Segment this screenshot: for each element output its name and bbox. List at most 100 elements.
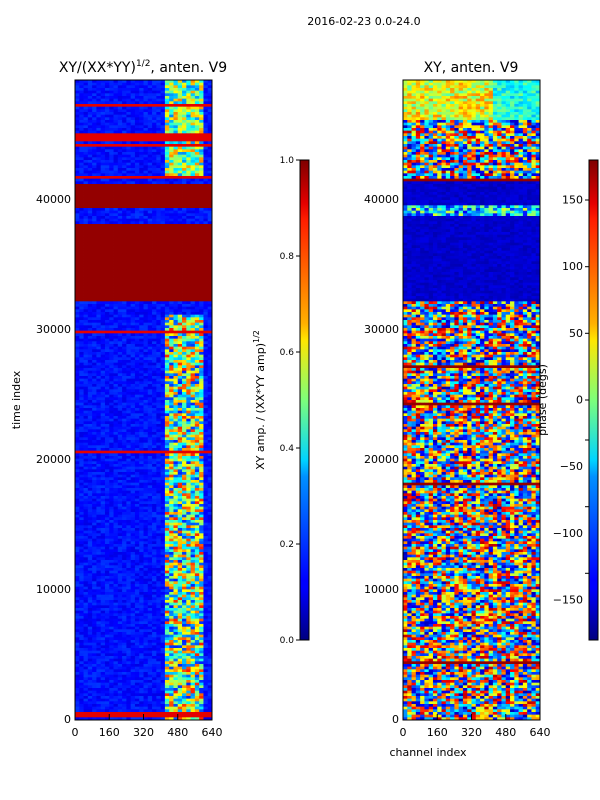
amplitude-heatmap-cell — [173, 333, 179, 337]
amplitude-heatmap-cell — [160, 109, 166, 113]
amplitude-heatmap-cell — [79, 125, 84, 129]
amplitude-heatmap-cell — [122, 469, 127, 473]
amplitude-heatmap-cell — [83, 245, 89, 249]
amplitude-heatmap-cell — [190, 306, 196, 310]
amplitude-heatmap-cell — [122, 258, 127, 262]
amplitude-heatmap-cell — [100, 264, 106, 268]
amplitude-heatmap-cell — [109, 488, 114, 492]
amplitude-heatmap-cell — [190, 237, 196, 241]
amplitude-heatmap-cell — [104, 320, 110, 324]
amplitude-heatmap-cell — [117, 394, 123, 398]
amplitude-heatmap-cell — [203, 421, 209, 425]
amplitude-heatmap-cell — [169, 365, 174, 369]
amplitude-heatmap-cell — [203, 424, 209, 428]
amplitude-heatmap-cell — [83, 464, 89, 468]
amplitude-heatmap-cell — [203, 93, 209, 97]
amplitude-heatmap-cell — [126, 469, 132, 473]
amplitude-heatmap-cell — [96, 493, 102, 497]
amplitude-heatmap-cell — [182, 389, 187, 393]
amplitude-heatmap-cell — [109, 168, 114, 172]
amplitude-heatmap-cell — [79, 250, 84, 254]
amplitude-heatmap-cell — [104, 226, 110, 230]
amplitude-heatmap-cell — [79, 242, 84, 246]
amplitude-heatmap-cell — [79, 98, 84, 102]
amplitude-heatmap-cell — [207, 392, 213, 396]
amplitude-heatmap-cell — [113, 328, 119, 332]
amplitude-heatmap-cell — [134, 101, 140, 105]
amplitude-heatmap-cell — [117, 245, 123, 249]
amplitude-heatmap-cell — [130, 480, 136, 484]
amplitude-heatmap-cell — [203, 130, 209, 134]
amplitude-heatmap-cell — [164, 104, 170, 108]
amplitude-heatmap-cell — [152, 421, 157, 425]
amplitude-heatmap-cell — [109, 245, 114, 249]
amplitude-heatmap-cell — [96, 488, 102, 492]
amplitude-heatmap-cell — [117, 122, 123, 126]
amplitude-heatmap-cell — [109, 472, 114, 476]
amplitude-heatmap-cell — [182, 450, 187, 454]
amplitude-heatmap-cell — [173, 210, 179, 214]
amplitude-heatmap-cell — [134, 357, 140, 361]
amplitude-heatmap-cell — [83, 226, 89, 230]
amplitude-heatmap-cell — [75, 248, 80, 252]
amplitude-heatmap-cell — [207, 96, 213, 100]
amplitude-heatmap-cell — [152, 384, 157, 388]
amplitude-heatmap-cell — [109, 256, 114, 260]
amplitude-heatmap-cell — [160, 410, 166, 414]
amplitude-heatmap-cell — [83, 376, 89, 380]
amplitude-heatmap-cell — [126, 173, 132, 177]
amplitude-heatmap-cell — [139, 317, 144, 321]
amplitude-heatmap-cell — [113, 218, 119, 222]
amplitude-heatmap-cell — [126, 317, 132, 321]
amplitude-heatmap-cell — [79, 218, 84, 222]
amplitude-heatmap-cell — [109, 429, 114, 433]
amplitude-heatmap-cell — [126, 309, 132, 313]
amplitude-heatmap-cell — [182, 477, 187, 481]
amplitude-heatmap-cell — [203, 352, 209, 356]
amplitude-heatmap-cell — [104, 138, 110, 142]
amplitude-heatmap-cell — [75, 322, 80, 326]
amplitude-heatmap-cell — [207, 482, 213, 486]
amplitude-heatmap-cell — [156, 490, 162, 494]
amplitude-heatmap-cell — [194, 474, 200, 478]
amplitude-heatmap-cell — [117, 168, 123, 172]
amplitude-heatmap-cell — [156, 82, 162, 86]
amplitude-heatmap-cell — [152, 485, 157, 489]
amplitude-heatmap-cell — [203, 101, 209, 105]
amplitude-heatmap-cell — [100, 328, 106, 332]
amplitude-heatmap-cell — [126, 416, 132, 420]
amplitude-heatmap-cell — [117, 128, 123, 132]
amplitude-heatmap-cell — [207, 93, 213, 97]
amplitude-heatmap-cell — [152, 221, 157, 225]
amplitude-heatmap-cell — [152, 250, 157, 254]
amplitude-heatmap-cell — [79, 197, 84, 201]
amplitude-heatmap-cell — [100, 85, 106, 89]
amplitude-heatmap-cell — [147, 160, 153, 164]
amplitude-heatmap-cell — [139, 128, 144, 132]
amplitude-heatmap-cell — [199, 186, 204, 190]
amplitude-heatmap-cell — [130, 333, 136, 337]
amplitude-heatmap-cell — [152, 200, 157, 204]
amplitude-heatmap-cell — [139, 213, 144, 217]
amplitude-heatmap-cell — [152, 373, 157, 377]
amplitude-heatmap-cell — [96, 314, 102, 318]
amplitude-heatmap-cell — [164, 365, 170, 369]
amplitude-heatmap-cell — [143, 101, 149, 105]
amplitude-heatmap-cell — [117, 237, 123, 241]
amplitude-heatmap-cell — [152, 165, 157, 169]
amplitude-heatmap-cell — [83, 200, 89, 204]
amplitude-heatmap-cell — [194, 317, 200, 321]
amplitude-heatmap-cell — [100, 490, 106, 494]
amplitude-heatmap-cell — [207, 202, 213, 206]
amplitude-heatmap-cell — [100, 93, 106, 97]
amplitude-heatmap-cell — [79, 101, 84, 105]
amplitude-heatmap-cell — [113, 133, 119, 137]
amplitude-heatmap-cell — [139, 466, 144, 470]
amplitude-heatmap-cell — [79, 285, 84, 289]
amplitude-heatmap-cell — [190, 152, 196, 156]
amplitude-heatmap-cell — [122, 309, 127, 313]
amplitude-heatmap-cell — [160, 224, 166, 228]
amplitude-heatmap-cell — [139, 96, 144, 100]
amplitude-heatmap-cell — [156, 184, 162, 188]
amplitude-heatmap-cell — [126, 120, 132, 124]
